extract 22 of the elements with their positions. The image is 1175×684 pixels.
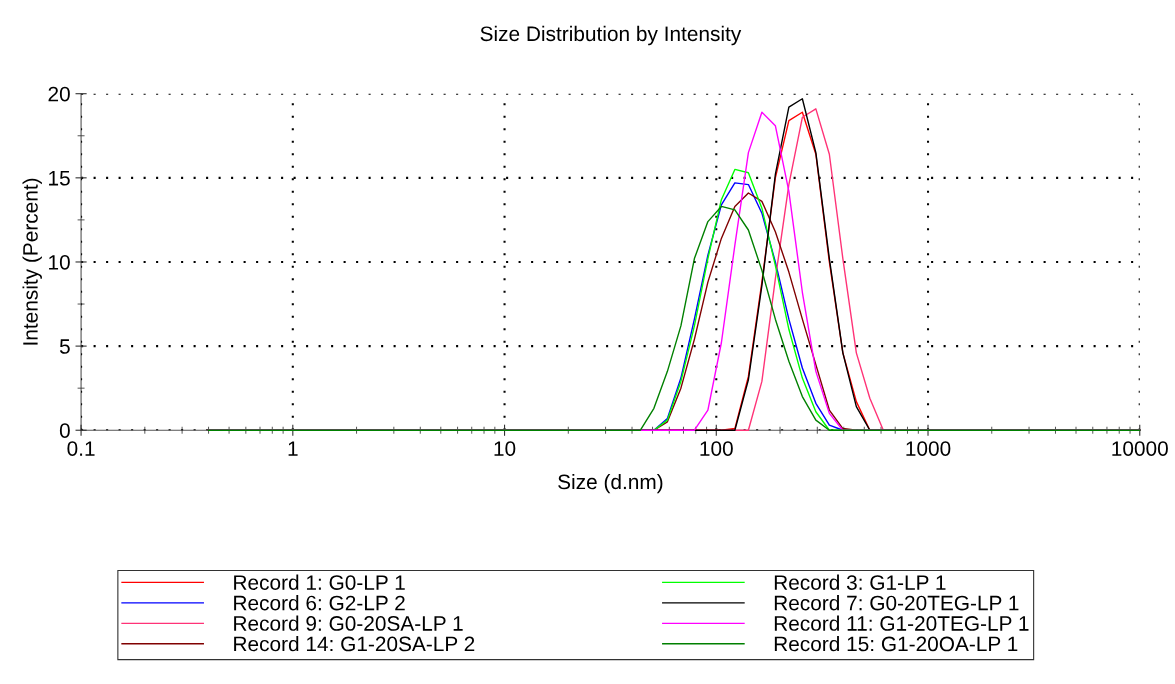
- legend-label: Record 3: G1-LP 1: [774, 574, 946, 590]
- y-axis-title: Intensity (Percent): [22, 178, 42, 345]
- legend-label: Record 14: G1-20SA-LP 2: [234, 636, 475, 652]
- x-tick-label: 10: [494, 441, 516, 456]
- legend-label: Record 11: G1-20TEG-LP 1: [774, 615, 1029, 631]
- legend-label: Record 1: G0-LP 1: [234, 574, 405, 590]
- x-tick-label: 0.1: [67, 441, 95, 456]
- y-tick-label: 10: [49, 254, 70, 270]
- x-tick-label: 1: [288, 441, 298, 456]
- y-tick-label: 20: [48, 86, 70, 102]
- y-tick-label: 0: [59, 423, 70, 438]
- y-tick-label: 15: [49, 171, 70, 186]
- chart-title: Size Distribution by Intensity: [480, 25, 742, 46]
- legend-label: Record 6: G2-LP 2: [234, 595, 405, 611]
- y-tick-label: 5: [59, 339, 70, 354]
- legend-label: Record 7: G0-20TEG-LP 1: [774, 595, 1019, 611]
- legend-label: Record 9: G0-20SA-LP 1: [234, 615, 463, 631]
- x-tick-label: 100: [700, 441, 733, 456]
- x-axis-title: Size (d.nm): [558, 473, 663, 494]
- x-tick-label: 10000: [1112, 441, 1168, 456]
- legend-label: Record 15: G1-20OA-LP 1: [774, 636, 1018, 652]
- x-tick-label: 1000: [906, 441, 951, 456]
